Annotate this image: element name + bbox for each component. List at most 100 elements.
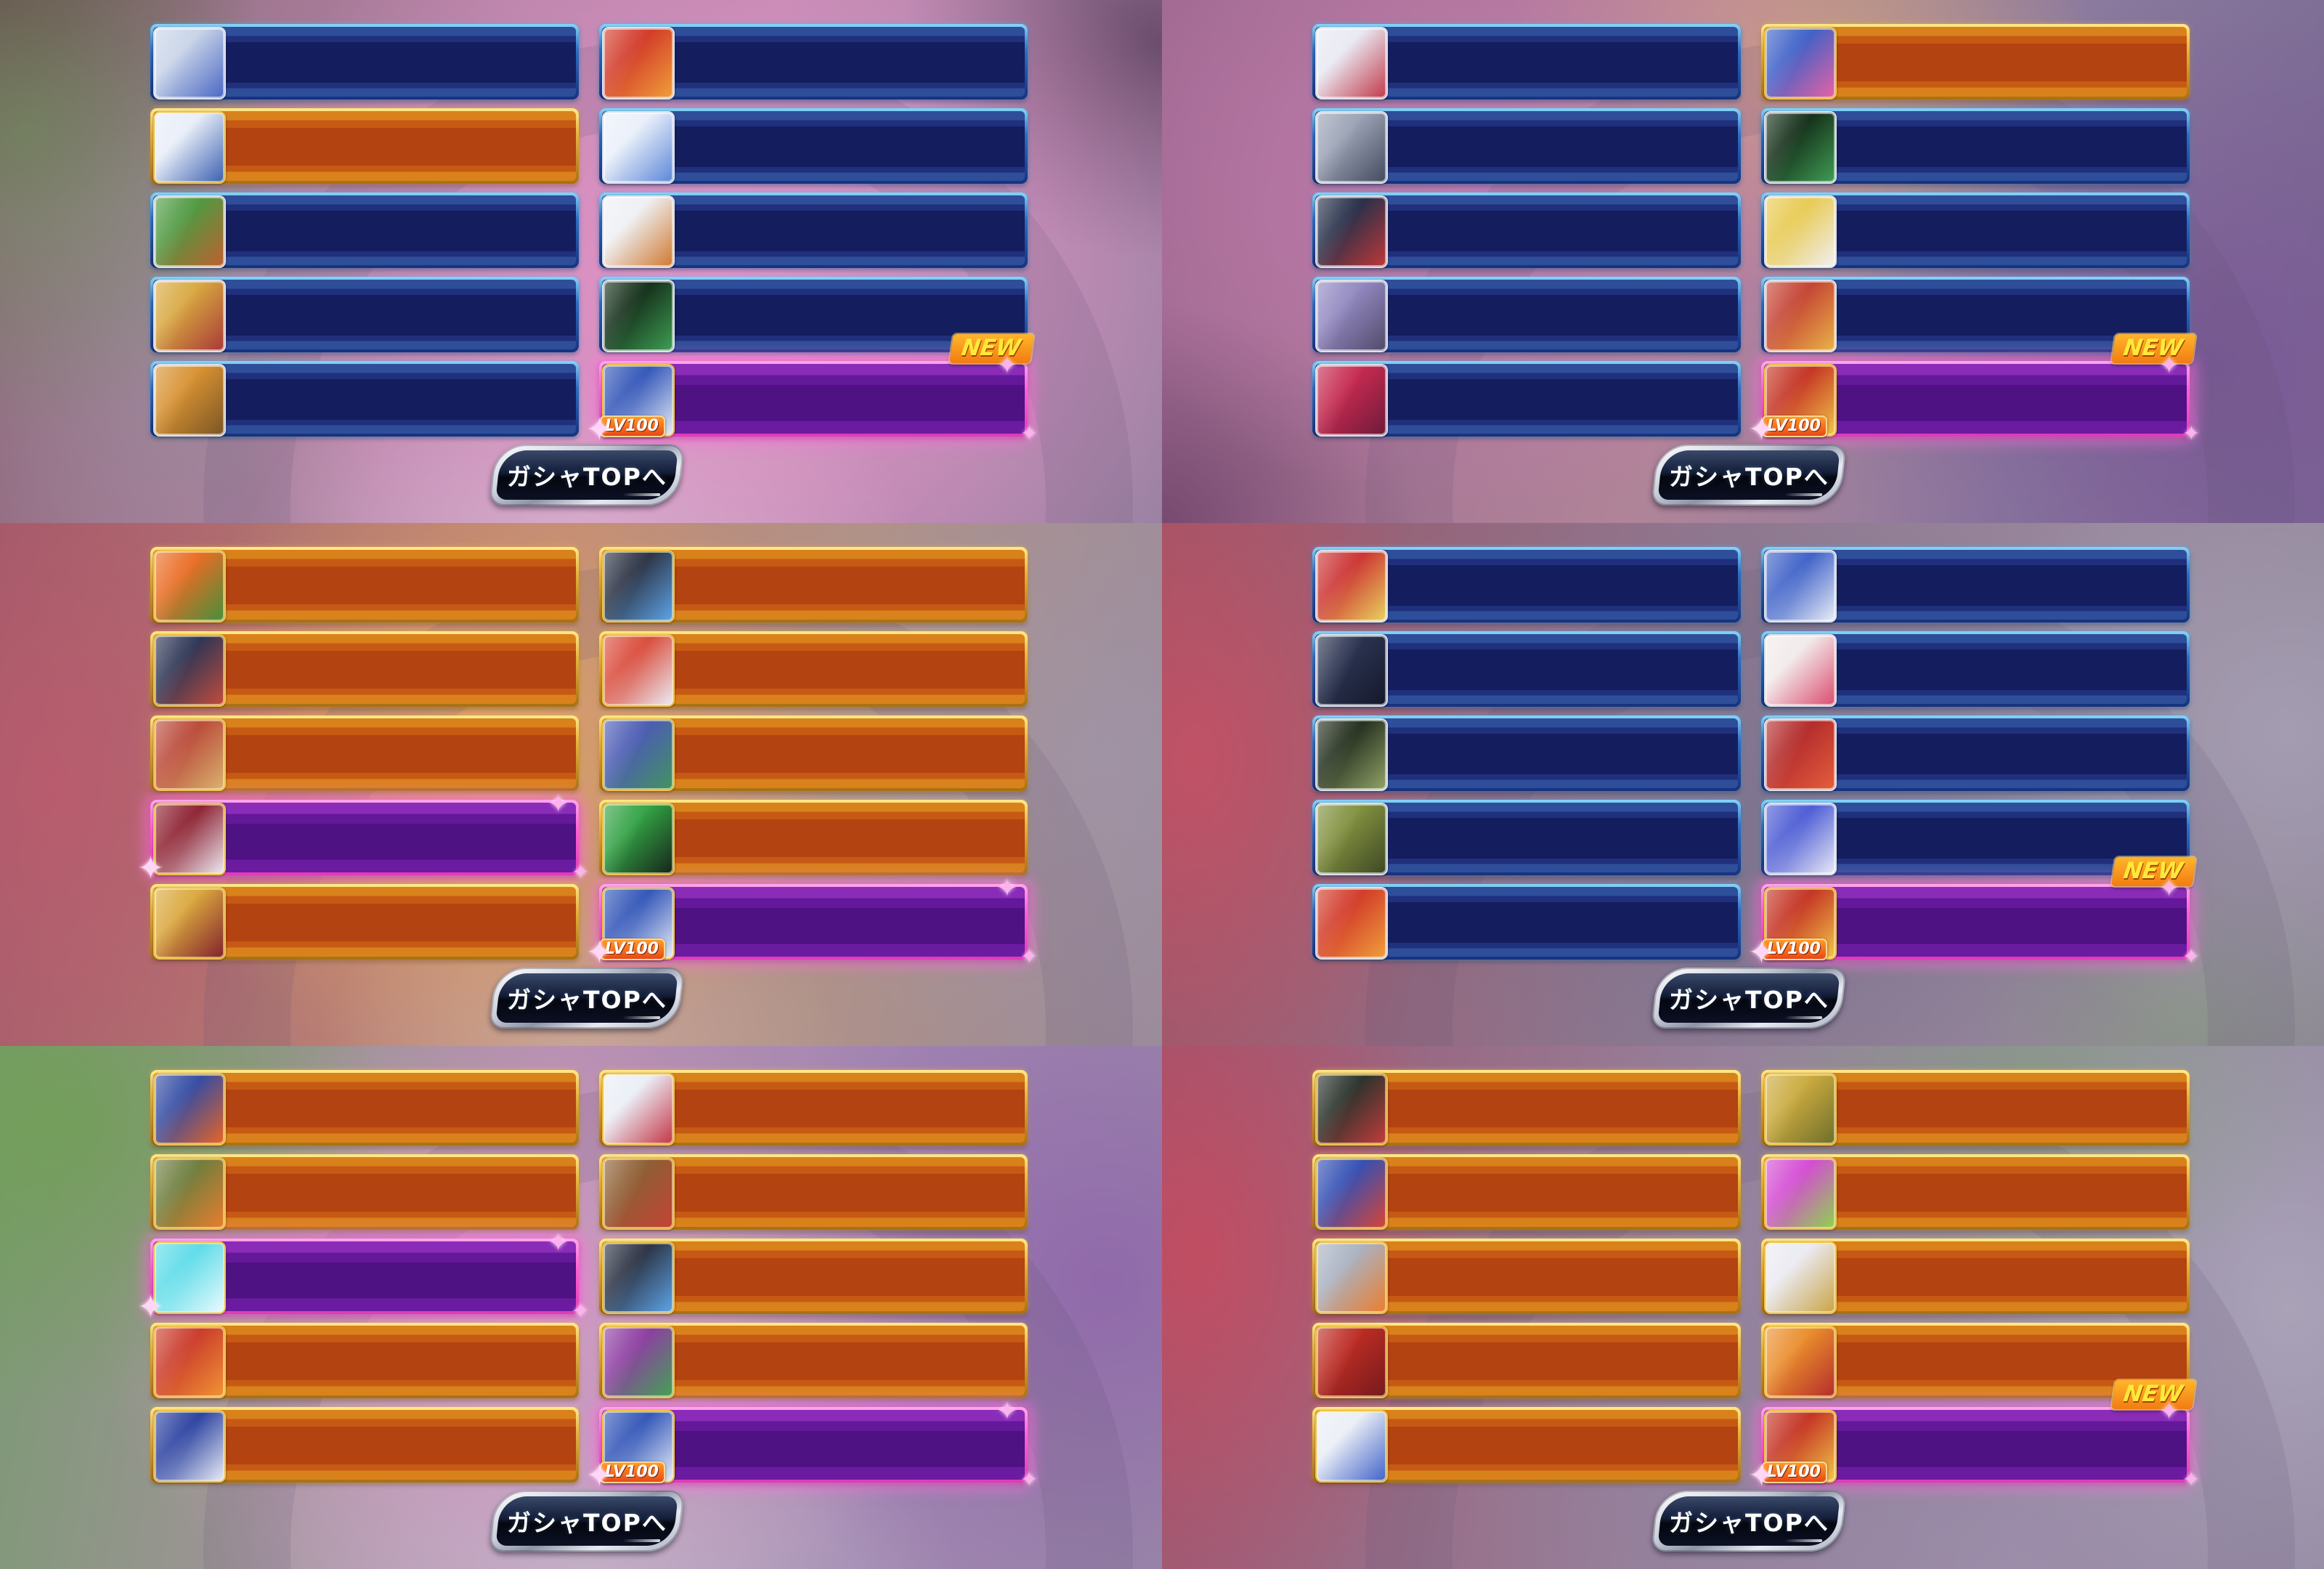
- unit-icon: [602, 1073, 675, 1146]
- unit-icon: [1315, 887, 1388, 960]
- gasha-top-button[interactable]: ガシャTOPへ: [489, 445, 685, 506]
- unit-icon: [1764, 550, 1837, 623]
- gacha-result-panel-bottom-left: ✦ ✦ ✦ ✦ ✦ ✦ ✦ ✦ ✦: [0, 1046, 1162, 1569]
- gacha-result-item: ✦ ✦ ✦: [1312, 884, 1741, 960]
- unit-icon: [602, 718, 675, 791]
- gacha-result-item: ✦ ✦ ✦: [150, 1323, 579, 1398]
- gacha-result-item: ✦ ✦ ✦: [1312, 547, 1741, 623]
- gasha-top-button-label: ガシャTOPへ: [506, 1509, 667, 1537]
- gasha-top-button-face: ガシャTOPへ: [1657, 450, 1840, 500]
- unit-icon: [1764, 1157, 1837, 1230]
- unit-icon: [1315, 280, 1388, 352]
- gacha-result-item: ✦ ✦ ✦: [150, 1154, 579, 1230]
- result-column: ✦ ✦ ✦ ✦ ✦ ✦ ✦ ✦ ✦: [1312, 1070, 1741, 1491]
- gacha-result-item: ✦ ✦ ✦: [599, 800, 1028, 875]
- gacha-result-item: ✦ ✦ ✦: [150, 884, 579, 960]
- gacha-result-item: ✦ ✦ ✦: [150, 715, 579, 791]
- gacha-result-item: ✦ ✦ ✦: [1312, 24, 1741, 100]
- unit-icon: [602, 1241, 675, 1314]
- gacha-result-panel-bottom-right: ✦ ✦ ✦ ✦ ✦ ✦ ✦ ✦ ✦: [1162, 1046, 2324, 1569]
- sparkle-icon: ✦: [548, 790, 569, 819]
- gacha-result-item: ✦ ✦ ✦: [1312, 277, 1741, 352]
- gasha-top-button[interactable]: ガシャTOPへ: [489, 1491, 685, 1552]
- gasha-top-button[interactable]: ガシャTOPへ: [1651, 1491, 1847, 1552]
- gacha-result-item: ✦ ✦ ✦: [150, 192, 579, 268]
- gacha-result-item: ✦ ✦ ✦: [137, 790, 589, 887]
- sparkle-icon: ✦: [1020, 1467, 1038, 1491]
- result-column: ✦ ✦ ✦ ✦ ✦ ✦ ✦ ✦ ✦: [1748, 24, 2200, 448]
- gacha-result-item: LV100 NEW ✦ ✦ ✦: [1748, 1380, 2200, 1494]
- sparkle-icon: ✦: [586, 411, 613, 448]
- unit-icon: [153, 1157, 226, 1230]
- gacha-result-item: ✦ ✦ ✦: [1312, 1407, 1741, 1483]
- unit-icon: [153, 887, 226, 960]
- gacha-result-item: ✦ ✦ ✦: [1761, 1070, 2190, 1146]
- unit-icon: [153, 280, 226, 352]
- unit-icon: [1315, 1410, 1388, 1483]
- unit-icon: LV100: [1762, 887, 1837, 960]
- gasha-top-button[interactable]: ガシャTOPへ: [489, 968, 685, 1029]
- unit-icon: [1315, 718, 1388, 791]
- unit-icon: [602, 195, 675, 268]
- result-column: ✦ ✦ ✦ ✦ ✦ ✦ ✦ ✦ ✦: [1312, 24, 1741, 445]
- result-column: ✦ ✦ ✦ ✦ ✦ ✦ ✦ ✦ ✦: [137, 547, 589, 968]
- sparkle-icon: ✦: [1748, 1457, 1775, 1494]
- gacha-result-item: ✦ ✦ ✦: [1761, 631, 2190, 707]
- sparkle-icon: ✦: [2182, 944, 2200, 968]
- gasha-top-button-label: ガシャTOPへ: [1668, 463, 1829, 491]
- sparkle-icon: ✦: [1020, 944, 1038, 968]
- gacha-result-item: ✦ ✦ ✦: [150, 108, 579, 184]
- sparkle-icon: ✦: [548, 1228, 569, 1257]
- sparkle-icon: ✦: [2158, 1397, 2180, 1426]
- result-column: ✦ ✦ ✦ ✦ ✦ ✦ ✦ ✦ ✦: [150, 24, 579, 445]
- gasha-top-button-label: ガシャTOPへ: [506, 986, 667, 1014]
- gasha-top-button-label: ガシャTOPへ: [1668, 1509, 1829, 1537]
- sparkle-icon: ✦: [586, 1457, 613, 1494]
- unit-icon: [1764, 111, 1837, 184]
- gacha-result-item: ✦ ✦ ✦: [599, 192, 1028, 268]
- sparkle-icon: ✦: [572, 860, 589, 884]
- gacha-result-item: ✦ ✦ ✦: [1312, 108, 1741, 184]
- gacha-result-item: ✦ ✦ ✦: [599, 1238, 1028, 1314]
- lv100-badge: LV100: [1762, 1461, 1827, 1483]
- sparkle-icon: ✦: [572, 1299, 589, 1323]
- unit-icon: [153, 1326, 226, 1398]
- lv100-badge: LV100: [1762, 415, 1827, 437]
- unit-icon: [1315, 1157, 1388, 1230]
- unit-icon: [153, 1241, 226, 1314]
- gacha-result-item: ✦ ✦ ✦: [599, 631, 1028, 707]
- gacha-result-item: ✦ ✦ ✦: [137, 1228, 589, 1326]
- unit-icon: [1315, 27, 1388, 100]
- unit-icon: LV100: [600, 1410, 675, 1483]
- result-column: ✦ ✦ ✦ ✦ ✦ ✦ ✦ ✦ ✦: [137, 1070, 589, 1491]
- lv100-badge: LV100: [600, 415, 665, 437]
- gacha-result-item: ✦ ✦ ✦: [599, 108, 1028, 184]
- gacha-result-item: ✦ ✦ ✦: [150, 24, 579, 100]
- unit-icon: [602, 280, 675, 352]
- unit-icon: [1764, 634, 1837, 707]
- unit-icon: [602, 634, 675, 707]
- new-badge: NEW: [2110, 857, 2196, 886]
- unit-icon: [153, 111, 226, 184]
- unit-icon: [1315, 1241, 1388, 1314]
- gacha-result-item: ✦ ✦ ✦: [1312, 800, 1741, 875]
- unit-icon: [1764, 718, 1837, 791]
- gacha-result-item: ✦ ✦ ✦: [599, 1323, 1028, 1398]
- unit-icon: LV100: [600, 364, 675, 437]
- unit-icon: LV100: [1762, 364, 1837, 437]
- gasha-top-button[interactable]: ガシャTOPへ: [1651, 445, 1847, 506]
- gacha-result-item: ✦ ✦ ✦: [1312, 631, 1741, 707]
- gacha-result-item: ✦ ✦ ✦: [1312, 361, 1741, 437]
- gasha-top-button-face: ガシャTOPへ: [1657, 973, 1840, 1023]
- lv100-badge: LV100: [600, 938, 665, 960]
- unit-icon: [1315, 364, 1388, 437]
- gasha-top-button[interactable]: ガシャTOPへ: [1651, 968, 1847, 1029]
- gacha-result-item: ✦ ✦ ✦: [599, 1154, 1028, 1230]
- sparkle-icon: ✦: [2182, 1467, 2200, 1491]
- unit-icon: [153, 718, 226, 791]
- gacha-result-item: LV100 NEW ✦ ✦ ✦: [1748, 334, 2200, 448]
- gacha-result-item: ✦ ✦ ✦: [599, 1070, 1028, 1146]
- lv100-badge: LV100: [600, 1461, 665, 1483]
- sparkle-icon: ✦: [137, 1289, 164, 1326]
